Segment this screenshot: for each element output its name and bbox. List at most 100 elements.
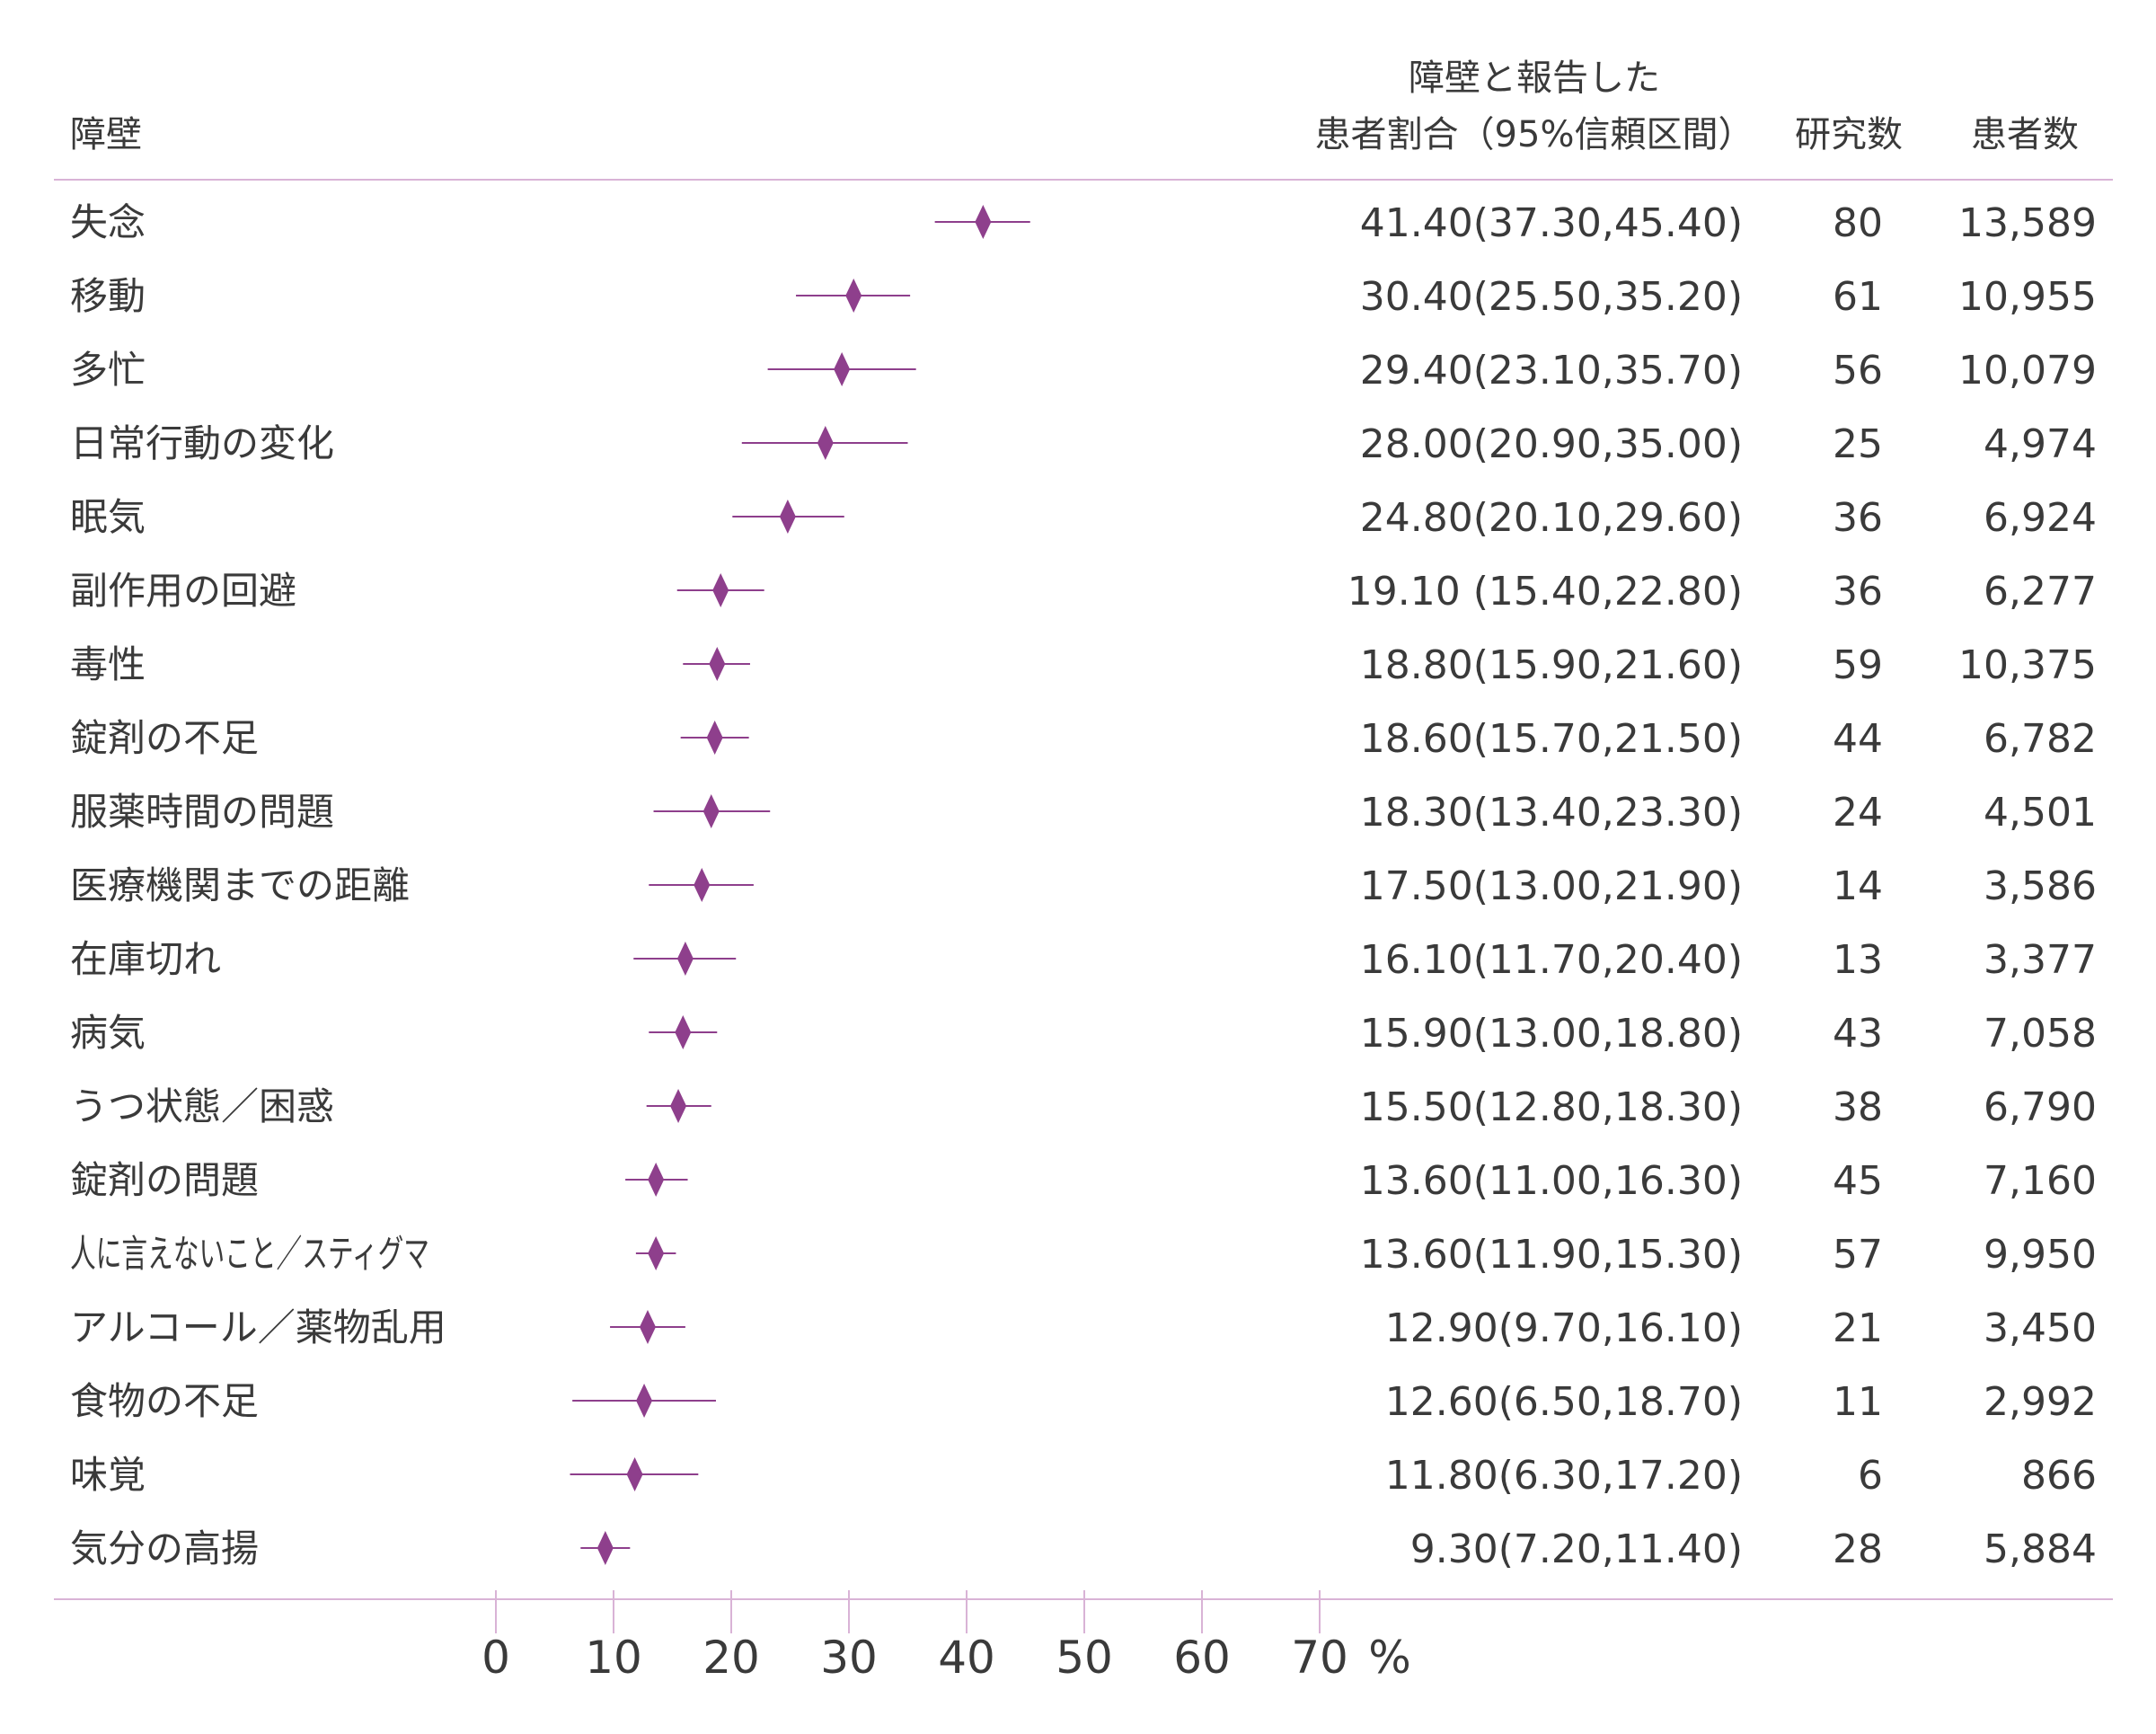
- row-label: 多忙: [70, 348, 146, 392]
- patients-count: 9,950: [1984, 1232, 2097, 1278]
- row-label: 医療機関までの距離: [70, 863, 410, 907]
- patients-count: 10,079: [1958, 348, 2097, 394]
- point-estimate-marker: [817, 426, 834, 460]
- studies-count: 80: [1833, 200, 1883, 246]
- row-label: 日常行動の変化: [70, 421, 334, 465]
- forest-row: 日常行動の変化 28.00(20.90,35.00) 25 4,974: [70, 421, 2097, 467]
- header-patients: 患者数: [1971, 114, 2079, 155]
- studies-count: 11: [1833, 1379, 1883, 1425]
- header-proportion-line2: 患者割合（95%信頼区間）: [1315, 114, 1754, 155]
- studies-count: 25: [1833, 421, 1883, 467]
- studies-count: 13: [1833, 937, 1883, 983]
- header-studies: 研究数: [1795, 114, 1903, 155]
- patients-count: 3,377: [1984, 937, 2097, 983]
- forest-row: 気分の高揚 9.30(7.20,11.40) 28 5,884: [70, 1526, 2097, 1572]
- row-label: うつ状態／困惑: [70, 1084, 334, 1128]
- studies-count: 21: [1833, 1305, 1883, 1351]
- point-estimate-marker: [845, 279, 862, 313]
- row-label: 味覚: [70, 1453, 146, 1497]
- ci-text: 24.80(20.10,29.60): [1360, 495, 1743, 541]
- studies-count: 57: [1833, 1232, 1883, 1278]
- studies-count: 28: [1833, 1526, 1883, 1572]
- forest-row: 味覚 11.80(6.30,17.20) 6 866: [70, 1453, 2097, 1499]
- row-label: 気分の高揚: [70, 1526, 259, 1570]
- point-estimate-marker: [709, 647, 726, 681]
- forest-row: アルコール／薬物乱用 12.90(9.70,16.10) 21 3,450: [70, 1305, 2097, 1351]
- patients-count: 2,992: [1984, 1379, 2097, 1425]
- studies-count: 61: [1833, 274, 1883, 320]
- header-proportion-line1: 障壁と報告した: [1409, 58, 1660, 99]
- row-label: 失念: [70, 200, 146, 244]
- studies-count: 6: [1858, 1453, 1883, 1499]
- ci-text: 41.40(37.30,45.40): [1360, 200, 1743, 246]
- point-estimate-marker: [694, 868, 711, 902]
- x-tick-label: 60: [1173, 1632, 1231, 1684]
- row-label: 病気: [70, 1011, 146, 1055]
- x-tick-label: 50: [1056, 1632, 1113, 1684]
- forest-row: 錠剤の不足 18.60(15.70,21.50) 44 6,782: [70, 716, 2097, 762]
- ci-text: 29.40(23.10,35.70): [1360, 348, 1743, 394]
- ci-text: 16.10(11.70,20.40): [1360, 937, 1743, 983]
- forest-row: 医療機関までの距離 17.50(13.00,21.90) 14 3,586: [70, 863, 2097, 909]
- point-estimate-marker: [676, 942, 694, 976]
- forest-row: 服薬時間の問題 18.30(13.40,23.30) 24 4,501: [70, 790, 2097, 836]
- ci-text: 19.10 (15.40,22.80): [1348, 569, 1743, 615]
- patients-count: 3,586: [1984, 863, 2097, 909]
- patients-count: 5,884: [1984, 1526, 2097, 1572]
- point-estimate-marker: [648, 1163, 665, 1197]
- ci-text: 13.60(11.00,16.30): [1360, 1158, 1743, 1204]
- ci-text: 11.80(6.30,17.20): [1385, 1453, 1743, 1499]
- forest-row: うつ状態／困惑 15.50(12.80,18.30) 38 6,790: [70, 1084, 2097, 1130]
- row-label: 眠気: [70, 495, 146, 539]
- patients-count: 6,277: [1984, 569, 2097, 615]
- studies-count: 36: [1833, 569, 1883, 615]
- point-estimate-marker: [975, 205, 992, 239]
- patients-count: 3,450: [1984, 1305, 2097, 1351]
- patients-count: 13,589: [1958, 200, 2097, 246]
- point-estimate-marker: [834, 352, 851, 386]
- point-estimate-marker: [639, 1310, 656, 1344]
- patients-count: 6,782: [1984, 716, 2097, 762]
- patients-count: 866: [2021, 1453, 2097, 1499]
- patients-count: 6,924: [1984, 495, 2097, 541]
- point-estimate-marker: [706, 721, 723, 755]
- forest-row: 毒性 18.80(15.90,21.60) 59 10,375: [70, 642, 2097, 688]
- patients-count: 4,974: [1984, 421, 2097, 467]
- patients-count: 10,955: [1958, 274, 2097, 320]
- row-label: 人に言えないこと／スティグマ: [70, 1232, 429, 1276]
- patients-count: 10,375: [1958, 642, 2097, 688]
- forest-row: 病気 15.90(13.00,18.80) 43 7,058: [70, 1011, 2097, 1057]
- row-label: 服薬時間の問題: [70, 790, 334, 834]
- forest-row: 錠剤の問題 13.60(11.00,16.30) 45 7,160: [70, 1158, 2097, 1204]
- point-estimate-marker: [626, 1457, 643, 1491]
- forest-row: 在庫切れ 16.10(11.70,20.40) 13 3,377: [70, 937, 2097, 983]
- x-axis-unit: %: [1368, 1632, 1411, 1684]
- ci-text: 9.30(7.20,11.40): [1410, 1526, 1743, 1572]
- forest-row: 食物の不足 12.60(6.50,18.70) 11 2,992: [70, 1379, 2097, 1425]
- row-label: 毒性: [70, 642, 146, 686]
- point-estimate-marker: [636, 1384, 653, 1418]
- ci-text: 18.80(15.90,21.60): [1360, 642, 1743, 688]
- point-estimate-marker: [670, 1089, 687, 1123]
- studies-count: 43: [1833, 1011, 1883, 1057]
- studies-count: 59: [1833, 642, 1883, 688]
- studies-count: 36: [1833, 495, 1883, 541]
- ci-text: 28.00(20.90,35.00): [1360, 421, 1743, 467]
- row-label: 移動: [70, 274, 146, 318]
- patients-count: 7,160: [1984, 1158, 2097, 1204]
- point-estimate-marker: [779, 500, 796, 534]
- ci-text: 18.30(13.40,23.30): [1360, 790, 1743, 836]
- ci-text: 17.50(13.00,21.90): [1360, 863, 1743, 909]
- forest-row: 眠気 24.80(20.10,29.60) 36 6,924: [70, 495, 2097, 541]
- patients-count: 4,501: [1984, 790, 2097, 836]
- header-barrier: 障壁: [70, 114, 142, 155]
- x-tick-label: 20: [702, 1632, 760, 1684]
- ci-text: 12.60(6.50,18.70): [1385, 1379, 1743, 1425]
- forest-row: 失念 41.40(37.30,45.40) 80 13,589: [70, 200, 2097, 246]
- ci-text: 30.40(25.50,35.20): [1360, 274, 1743, 320]
- row-label: 在庫切れ: [70, 937, 221, 981]
- patients-count: 7,058: [1984, 1011, 2097, 1057]
- x-tick-label: 10: [585, 1632, 642, 1684]
- x-tick-label: 70: [1291, 1632, 1348, 1684]
